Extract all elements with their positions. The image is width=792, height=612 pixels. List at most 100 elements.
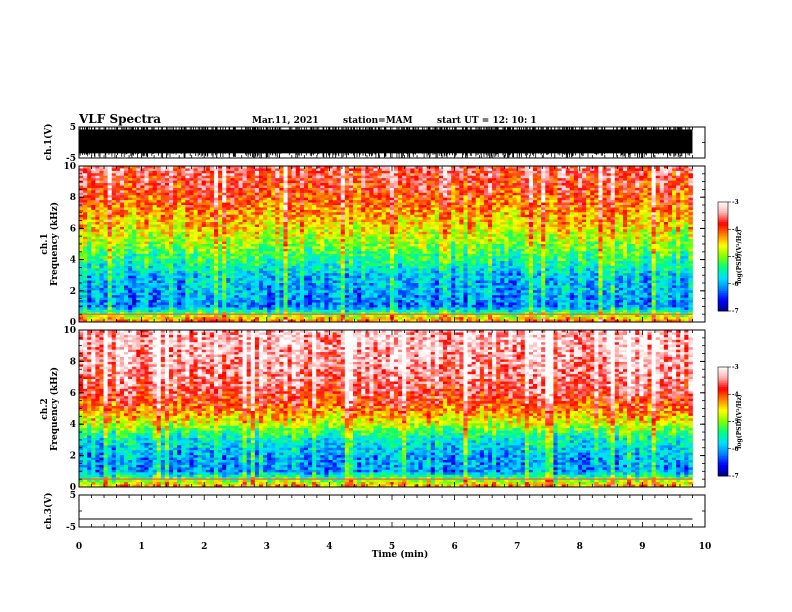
ch1-spectrogram-cell	[521, 188, 525, 191]
ch1-spectrogram-cell	[353, 198, 357, 201]
ch1-spectrogram-cell	[378, 190, 382, 193]
ch1-spectrogram-cell	[194, 205, 198, 208]
ch1-spectrogram-cell	[611, 242, 615, 245]
ch1-spectrogram-cell	[324, 176, 328, 179]
ch1-spectrogram-cell	[635, 183, 639, 186]
ch1-spectrogram-cell	[647, 220, 651, 223]
ch1-spectrogram-cell	[603, 203, 607, 206]
ch1-spectrogram-cell	[423, 229, 427, 232]
ch1-spectrogram-cell	[185, 232, 189, 235]
ch1-spectrogram-cell	[418, 205, 422, 208]
ch1-spectrogram-cell	[226, 176, 230, 179]
ch1-spectrogram-cell	[443, 195, 447, 198]
ch1-spectrogram-cell	[99, 234, 103, 237]
ch1-spectrogram-cell	[643, 225, 647, 228]
ch1-spectrogram-cell	[607, 171, 611, 174]
ch1-spectrogram-cell	[292, 193, 296, 196]
ch1-spectrogram-cell	[324, 168, 328, 171]
ch1-spectrogram-cell	[185, 205, 189, 208]
ch1-spectrogram-cell	[353, 205, 357, 208]
ch1-spectrogram-cell	[566, 220, 570, 223]
ch1-spectrogram-cell	[247, 183, 251, 186]
ch1-spectrogram-cell	[566, 198, 570, 201]
ch1-spectrogram-cell	[652, 232, 656, 235]
ch1-spectrogram-cell	[136, 212, 140, 215]
ch1-spectrogram-cell	[226, 237, 230, 240]
ch1-spectrogram-cell	[288, 200, 292, 203]
ch1-spectrogram-cell	[328, 188, 332, 191]
ch1-spectrogram-cell	[95, 242, 99, 245]
ch1-spectrogram-cell	[676, 229, 680, 232]
ch1-spectrogram-cell	[259, 178, 263, 181]
ch1-spectrogram-cell	[239, 220, 243, 223]
ch1-spectrogram-cell	[468, 198, 472, 201]
ch1-spectrogram-cell	[341, 237, 345, 240]
ch1-spectrogram-cell	[222, 232, 226, 235]
ch1-spectrogram-cell	[398, 188, 402, 191]
ch1-spectrogram-cell	[468, 222, 472, 225]
ch1-spectrogram-cell	[349, 227, 353, 230]
ch1-spectrogram-cell	[545, 190, 549, 193]
ch1-spectrogram-cell	[136, 171, 140, 174]
ch1-spectrogram-cell	[439, 203, 443, 206]
ch1-spectrogram-cell	[398, 195, 402, 198]
ch1-spectrogram-cell	[320, 227, 324, 230]
ch1-spectrogram-cell	[410, 183, 414, 186]
ch1-spectrogram-cell	[157, 198, 161, 201]
ch1-spectrogram-cell	[656, 227, 660, 230]
ch1-spectrogram-cell	[496, 232, 500, 235]
ch1-spectrogram-cell	[169, 198, 173, 201]
ch1-spectrogram-cell	[541, 195, 545, 198]
ch1-spectrogram-cell	[451, 181, 455, 184]
ch1-spectrogram-cell	[378, 234, 382, 237]
ch1-spectrogram-cell	[157, 232, 161, 235]
ch1-spectrogram-cell	[590, 173, 594, 176]
ch1-spectrogram-cell	[402, 193, 406, 196]
ch1-spectrogram-cell	[324, 178, 328, 181]
ch1-spectrogram-cell	[643, 207, 647, 210]
ch1-spectrogram-cell	[202, 232, 206, 235]
ch1-spectrogram-cell	[500, 200, 504, 203]
ch1-spectrogram-cell	[263, 207, 267, 210]
ch1-spectrogram-cell	[91, 173, 95, 176]
ch1-spectrogram-cell	[517, 217, 521, 220]
ch1-spectrogram-cell	[259, 190, 263, 193]
ch1-spectrogram-cell	[369, 207, 373, 210]
ch1-spectrogram-cell	[173, 173, 177, 176]
ch1-spectrogram-cell	[664, 195, 668, 198]
ch1-spectrogram-cell	[418, 188, 422, 191]
ch1-spectrogram-cell	[144, 173, 148, 176]
ch1-spectrogram-cell	[406, 227, 410, 230]
ch1-spectrogram-cell	[398, 198, 402, 201]
ch1-spectrogram-cell	[157, 207, 161, 210]
ch1-spectrogram-cell	[508, 173, 512, 176]
ch1-spectrogram-cell	[83, 237, 87, 240]
ch1-spectrogram-cell	[202, 178, 206, 181]
ch1-spectrogram-cell	[247, 186, 251, 189]
ch1-spectrogram-cell	[296, 190, 300, 193]
ch1-spectrogram-cell	[279, 168, 283, 171]
ch1-spectrogram-cell	[684, 181, 688, 184]
ch1-spectrogram-cell	[353, 225, 357, 228]
ch1-spectrogram-cell	[267, 232, 271, 235]
ch1-spectrogram-cell	[656, 229, 660, 232]
ch1-spectrogram-cell	[427, 215, 431, 218]
ch1-spectrogram-cell	[660, 203, 664, 206]
ch1-spectrogram-cell	[639, 203, 643, 206]
ch1-spectrogram-cell	[259, 203, 263, 206]
ch1-spectrogram-cell	[292, 222, 296, 225]
ch1-spectrogram-cell	[476, 181, 480, 184]
ch1-spectrogram-cell	[271, 181, 275, 184]
ch1-spectrogram-cell	[95, 234, 99, 237]
ch1-spectrogram-cell	[337, 215, 341, 218]
ch1-spectrogram-cell	[378, 229, 382, 232]
ch1-spectrogram-cell	[680, 173, 684, 176]
ch1-spectrogram-cell	[643, 229, 647, 232]
ch1-spectrogram-cell	[394, 188, 398, 191]
ch1-spectrogram-cell	[226, 178, 230, 181]
ch1-spectrogram-cell	[206, 193, 210, 196]
ch1-spectrogram-cell	[386, 190, 390, 193]
ch1-spectrogram-cell	[165, 237, 169, 240]
ch1-spectrogram-cell	[259, 200, 263, 203]
ch1-spectrogram-cell	[337, 212, 341, 215]
